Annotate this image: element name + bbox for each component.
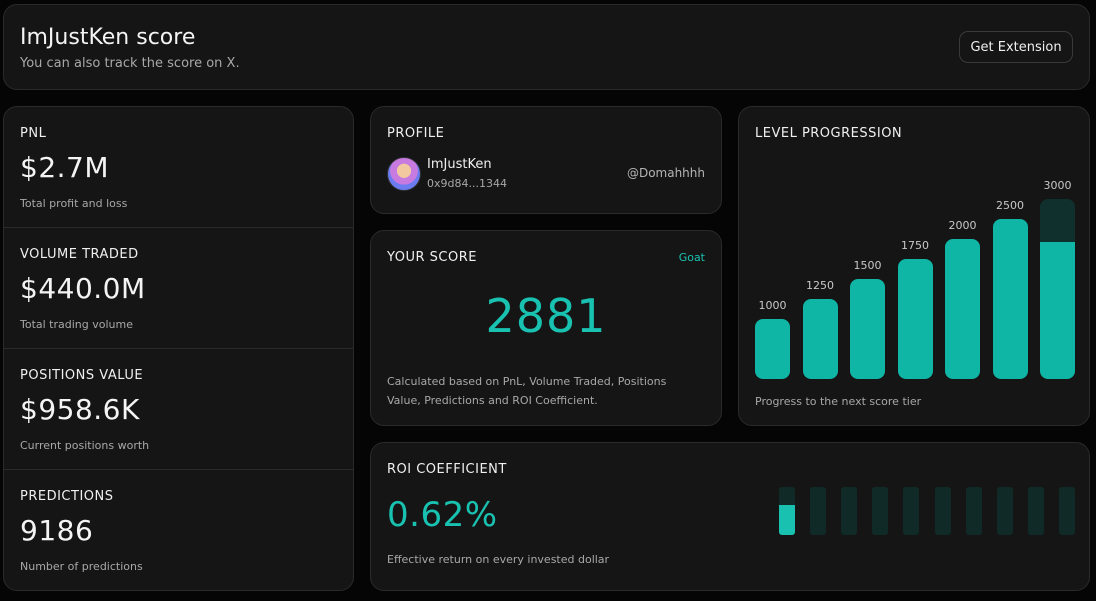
avatar	[387, 157, 421, 191]
level-bar-shape	[897, 259, 933, 379]
stat-description: Number of predictions	[20, 560, 143, 573]
level-bar-2500: 2500	[992, 199, 1028, 379]
roi-description: Effective return on every invested dolla…	[387, 553, 610, 566]
score-card: YOUR SCORE Goat 2881 Calculated based on…	[370, 230, 722, 426]
level-label: LEVEL PROGRESSION	[755, 126, 903, 141]
profile-name: ImJustKen	[427, 157, 492, 172]
tier-badge: Goat	[678, 251, 705, 264]
stat-value: $440.0M	[20, 272, 146, 305]
roi-segment	[1027, 487, 1044, 535]
page-subtitle: You can also track the score on X.	[20, 56, 240, 71]
level-bar-1250: 1250	[802, 279, 838, 379]
level-progression-card: LEVEL PROGRESSION 1000 1250 1500 1750 2000 25…	[738, 106, 1090, 426]
stat-label: PNL	[20, 126, 47, 141]
stat-description: Current positions worth	[20, 439, 150, 452]
level-tick-label: 1500	[853, 259, 882, 272]
stat-predictions: PREDICTIONS 9186 Number of predictions	[4, 470, 353, 590]
level-bars: 1000 1250 1500 1750 2000 2500 3000	[755, 177, 1075, 379]
roi-segment	[1059, 487, 1075, 535]
level-tick-label: 3000	[1043, 179, 1072, 192]
level-bar-1500: 1500	[850, 259, 885, 379]
stat-pnl: PNL $2.7M Total profit and loss	[4, 107, 353, 228]
level-tick-label: 1000	[758, 299, 787, 312]
header-card: ImJustKen score You can also track the s…	[3, 4, 1090, 90]
roi-segment-fill	[779, 505, 795, 535]
level-tick-label: 1250	[806, 279, 834, 292]
level-bar-3000: 3000	[1040, 179, 1075, 379]
level-caption: Progress to the next score tier	[755, 395, 922, 408]
roi-segment	[996, 487, 1013, 535]
level-bar-shape	[802, 299, 838, 379]
score-label: YOUR SCORE	[387, 250, 477, 265]
stat-label: POSITIONS VALUE	[20, 368, 144, 383]
stat-label: VOLUME TRADED	[20, 247, 139, 262]
profile-label: PROFILE	[387, 126, 445, 141]
wallet-address: 0x9d84...1344	[427, 177, 507, 190]
get-extension-button[interactable]: Get Extension	[959, 31, 1073, 63]
roi-segment	[810, 487, 827, 535]
level-tick-label: 2000	[948, 219, 977, 232]
profile-card: PROFILE ImJustKen 0x9d84...1344 @Domahhh…	[370, 106, 722, 214]
score-value: 2881	[485, 289, 607, 343]
roi-segment	[779, 487, 795, 535]
x-handle-link[interactable]: @Domahhhh	[626, 166, 705, 180]
stat-volume-traded: VOLUME TRADED $440.0M Total trading volu…	[4, 228, 353, 349]
roi-segment	[903, 487, 920, 535]
roi-value: 0.62%	[387, 495, 498, 535]
stat-description: Total profit and loss	[20, 197, 128, 210]
level-bar-2000: 2000	[945, 219, 980, 379]
roi-segment	[841, 487, 858, 535]
stat-value: $958.6K	[20, 393, 140, 426]
stat-value: $2.7M	[20, 151, 110, 184]
roi-segment-meter	[779, 487, 1075, 535]
stat-description: Total trading volume	[20, 318, 134, 331]
level-tick-label: 1750	[901, 239, 929, 252]
level-bar-shape	[850, 279, 885, 379]
level-bar-shape	[992, 219, 1028, 379]
stats-card: PNL $2.7M Total profit and loss VOLUME T…	[3, 106, 354, 591]
stat-value: 9186	[20, 514, 94, 547]
level-tick-label: 2500	[996, 199, 1024, 212]
level-bar-fill	[1040, 242, 1075, 379]
level-bar-1000: 1000	[755, 299, 790, 379]
roi-label: ROI COEFFICIENT	[387, 462, 507, 477]
stat-label: PREDICTIONS	[20, 489, 114, 504]
level-bar-shape	[1040, 199, 1075, 379]
roi-segment	[872, 487, 889, 535]
roi-segment	[965, 487, 982, 535]
roi-card: ROI COEFFICIENT 0.62% Effective return o…	[370, 442, 1090, 591]
level-bar-shape	[945, 239, 980, 379]
level-bar-shape	[755, 319, 790, 379]
page-title: ImJustKen score	[20, 25, 196, 50]
level-bar-1750: 1750	[897, 239, 933, 379]
roi-segment	[934, 487, 951, 535]
score-description: Calculated based on PnL, Volume Traded, …	[387, 375, 667, 407]
stat-positions-value: POSITIONS VALUE $958.6K Current position…	[4, 349, 353, 470]
